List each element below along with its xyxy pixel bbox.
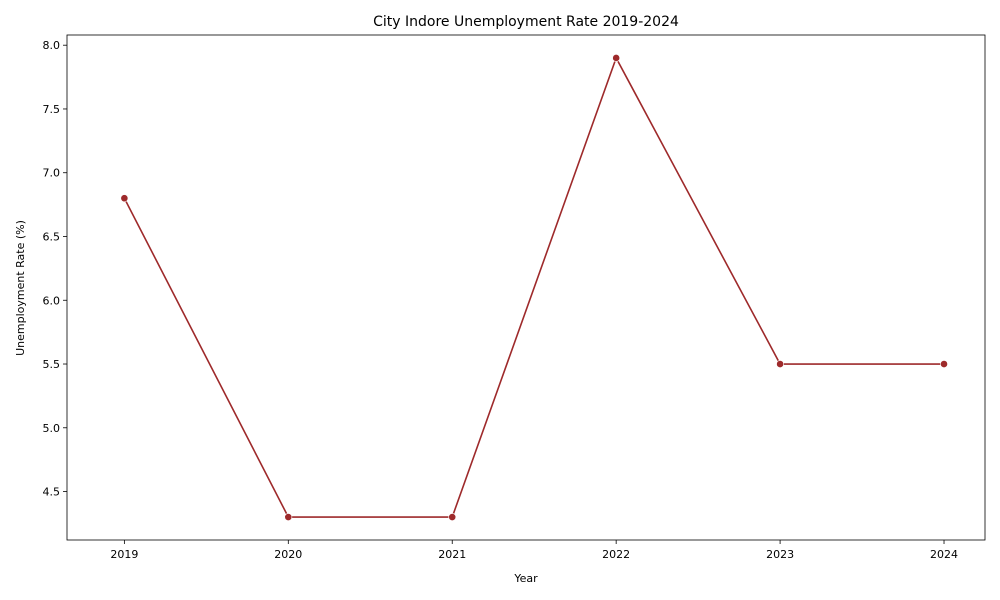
data-point xyxy=(940,360,948,368)
x-tick-label: 2020 xyxy=(274,548,302,561)
y-tick-label: 6.0 xyxy=(43,294,61,307)
x-tick-label: 2021 xyxy=(438,548,466,561)
x-tick-label: 2019 xyxy=(110,548,138,561)
x-tick-label: 2022 xyxy=(602,548,630,561)
plot-area: 2019 2020 2021 2022 2023 2024 4.5 5.0 5.5 6.0 6.5 7… xyxy=(43,34,986,561)
data-point xyxy=(448,513,457,521)
y-tick-label: 7.5 xyxy=(43,103,61,116)
plot-frame xyxy=(66,34,986,541)
y-tick-label: 7.0 xyxy=(43,167,61,180)
chart-title: City Indore Unemployment Rate 2019-2024 xyxy=(373,14,679,30)
data-point xyxy=(776,360,784,368)
x-axis-label: Year xyxy=(513,572,538,585)
data-point xyxy=(120,194,129,203)
x-tick-label: 2023 xyxy=(766,548,794,561)
y-tick-label: 5.0 xyxy=(43,422,61,435)
y-tick-label: 6.5 xyxy=(43,230,61,243)
y-tick-label: 5.5 xyxy=(43,358,61,371)
data-point xyxy=(284,513,293,521)
y-tick-label: 8.0 xyxy=(43,39,61,52)
y-axis-label: Unemployment Rate (%) xyxy=(14,220,27,356)
data-point xyxy=(612,54,621,62)
series-line xyxy=(123,55,945,518)
y-tick-label: 4.5 xyxy=(43,486,61,499)
x-tick-label: 2024 xyxy=(930,548,958,561)
